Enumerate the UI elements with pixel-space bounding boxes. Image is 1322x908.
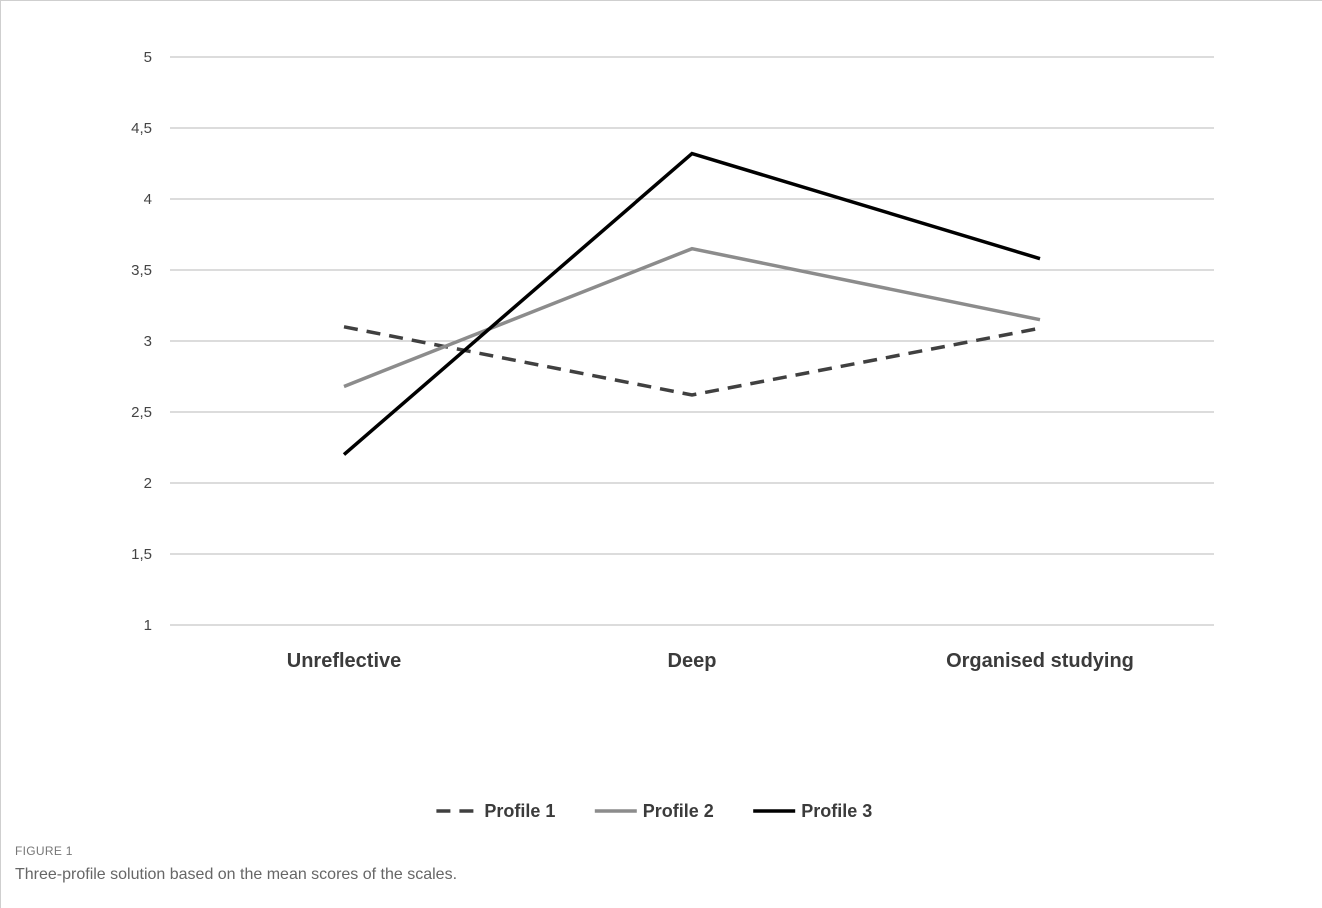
- y-tick-label: 1,5: [131, 546, 152, 563]
- gridlines: [170, 56, 1214, 626]
- series-line-profile-3: [342, 151, 1041, 456]
- y-axis-tick-labels: 1 1,5 2 2,5 3 3,5 4 4,5 5: [131, 49, 152, 634]
- figure-caption: Three-profile solution based on the mean…: [15, 866, 458, 883]
- x-axis-category-labels: Unreflective Deep Organised studying: [287, 650, 1134, 672]
- line-chart: 1 1,5 2 2,5 3 3,5 4 4,5 5 Unreflective Deep Organi…: [131, 49, 1214, 821]
- x-category-label: Organised studying: [946, 650, 1134, 672]
- y-tick-label: 4,5: [131, 120, 152, 137]
- y-tick-label: 1: [144, 617, 152, 634]
- series-line-profile-2: [343, 246, 1041, 389]
- y-tick-label: 3: [144, 333, 152, 350]
- y-tick-label: 4: [144, 191, 152, 208]
- legend-label: Profile 2: [643, 801, 714, 821]
- legend-label: Profile 1: [484, 801, 555, 821]
- series-lines: [342, 151, 1041, 456]
- y-tick-label: 3,5: [131, 262, 152, 279]
- series-line-profile-1: [343, 325, 1041, 397]
- y-tick-label: 5: [144, 49, 152, 66]
- legend-label: Profile 3: [801, 801, 872, 821]
- x-category-label: Deep: [668, 650, 717, 672]
- y-tick-label: 2,5: [131, 404, 152, 421]
- legend: Profile 1 Profile 2 Profile 3: [436, 801, 872, 821]
- y-tick-label: 2: [144, 475, 152, 492]
- x-category-label: Unreflective: [287, 650, 402, 672]
- figure-label: FIGURE 1: [15, 844, 73, 858]
